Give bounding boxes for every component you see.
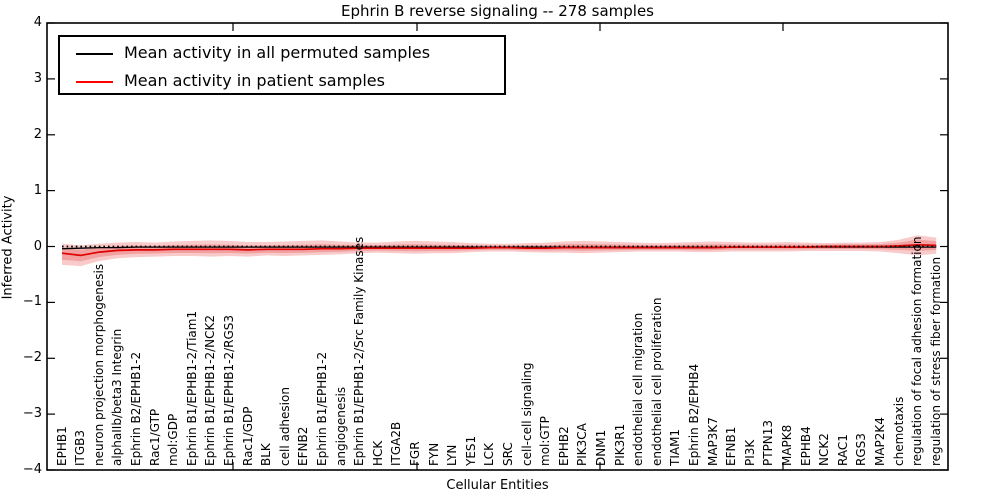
x-category-label: EPHB1: [54, 426, 69, 466]
x-category-label: NCK2: [817, 433, 832, 466]
x-category-label: alphaIIb/beta3 Integrin: [110, 328, 125, 466]
x-category-label: EFNB2: [296, 426, 311, 466]
x-category-label: regulation of focal adhesion formation: [910, 236, 925, 466]
x-category-label: RGS3: [854, 433, 869, 466]
x-category-label: HCK: [370, 440, 385, 466]
x-category-label: Ephrin B2/EPHB4: [686, 363, 701, 466]
patient-line-swatch: [76, 81, 113, 83]
x-category-label: MAP3K7: [705, 417, 720, 466]
x-category-label: FYN: [426, 442, 441, 466]
y-tick-label: 1: [33, 182, 42, 198]
x-category-label: regulation of stress fiber formation: [928, 256, 943, 466]
x-category-label: Ephrin B1/EPHB1-2/NCK2: [203, 315, 218, 466]
x-category-label: LYN: [445, 444, 460, 466]
y-tick-label: −4: [22, 462, 42, 477]
x-category-label: ITGB3: [73, 429, 88, 466]
y-tick-label: −3: [22, 406, 42, 422]
x-category-label: Ephrin B1/EPHB1-2: [314, 351, 329, 466]
x-category-label: endothelial cell migration: [631, 312, 646, 466]
x-category-label: SRC: [500, 442, 515, 466]
legend-label-permuted: Mean activity in all permuted samples: [124, 43, 431, 62]
x-category-label: Ephrin B1/EPHB1-2/Tiam1: [184, 310, 199, 466]
x-category-label: endothelial cell proliferation: [649, 297, 664, 466]
x-category-label: mol:GDP: [166, 413, 181, 466]
x-category-label: PIK3CA: [575, 423, 590, 466]
x-category-label: DNM1: [593, 429, 608, 466]
x-category-label: mol:GTP: [538, 416, 553, 466]
x-category-label: ITGA2B: [389, 421, 404, 466]
y-tick-label: 0: [33, 238, 42, 254]
x-category-label: Rac1/GDP: [240, 406, 255, 466]
x-category-label: YES1: [463, 435, 478, 466]
legend-label-patient: Mean activity in patient samples: [124, 71, 385, 90]
legend: Mean activity in all permuted samples Me…: [58, 35, 506, 95]
x-category-label: MAP2K4: [872, 417, 887, 466]
x-category-label: angiogenesis: [333, 386, 348, 466]
x-category-label: Ephrin B1/EPHB1-2/RGS3: [221, 314, 236, 466]
x-category-label: neuron projection morphogenesis: [91, 263, 106, 466]
plot-border: [46, 22, 949, 471]
x-category-label: Ephrin B1/EPHB1-2/Src Family Kinases: [352, 236, 367, 466]
chart-title: Ephrin B reverse signaling -- 278 sample…: [340, 2, 654, 20]
patient-spread-band-outer: [62, 235, 937, 267]
legend-entry-permuted: Mean activity in all permuted samples: [60, 41, 504, 67]
legend-entry-patient: Mean activity in patient samples: [60, 69, 504, 95]
permuted-line-swatch: [76, 53, 113, 55]
x-category-label: PIK3R1: [612, 423, 627, 466]
x-category-label: EFNB1: [724, 426, 739, 466]
x-category-label: PI3K: [742, 439, 757, 466]
y-tick-label: −1: [22, 294, 42, 310]
x-category-label: BLK: [259, 443, 274, 466]
y-tick-label: 3: [33, 70, 42, 86]
y-tick-label: 2: [33, 126, 42, 142]
x-category-label: EPHB4: [798, 426, 813, 466]
x-category-label: chemotaxis: [891, 396, 906, 466]
x-category-label: MAPK8: [779, 424, 794, 466]
x-category-label: PTPN13: [761, 419, 776, 466]
y-tick-label: 4: [33, 15, 42, 30]
y-tick-label: −2: [22, 350, 42, 366]
x-category-label: RAC1: [835, 434, 850, 466]
x-category-label: cell-cell signaling: [519, 362, 534, 467]
x-category-label: FGR: [407, 441, 422, 466]
x-category-label: TIAM1: [668, 428, 683, 466]
x-category-label: LCK: [482, 443, 497, 466]
x-category-label: Ephrin B2/EPHB1-2: [128, 351, 143, 466]
patient-spread-band-inner: [62, 239, 937, 262]
patient-mean-line: [61, 243, 937, 257]
x-category-label: Rac1/GTP: [147, 408, 162, 466]
x-axis-label: Cellular Entities: [446, 478, 549, 493]
x-category-label: cell adhesion: [277, 387, 292, 466]
x-category-label: EPHB2: [556, 426, 571, 466]
